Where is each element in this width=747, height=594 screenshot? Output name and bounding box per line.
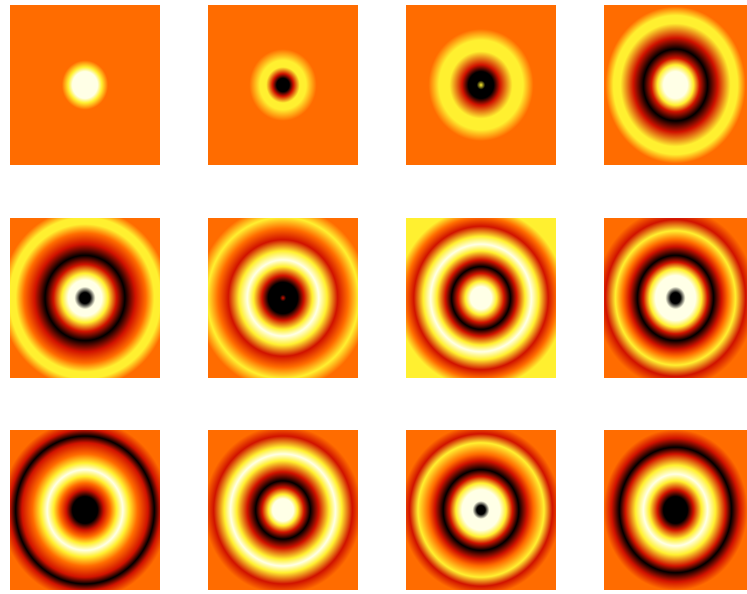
pattern-tile [10, 5, 160, 165]
pattern-tile [604, 430, 747, 590]
pattern-tile [604, 218, 747, 378]
pattern-tile [208, 430, 358, 590]
pattern-tile [10, 218, 160, 378]
pattern-tile [604, 5, 747, 165]
pattern-tile [208, 218, 358, 378]
pattern-tile [10, 430, 160, 590]
pattern-tile [406, 5, 556, 165]
pattern-tile [406, 218, 556, 378]
pattern-tile [406, 430, 556, 590]
pattern-tile [208, 5, 358, 165]
